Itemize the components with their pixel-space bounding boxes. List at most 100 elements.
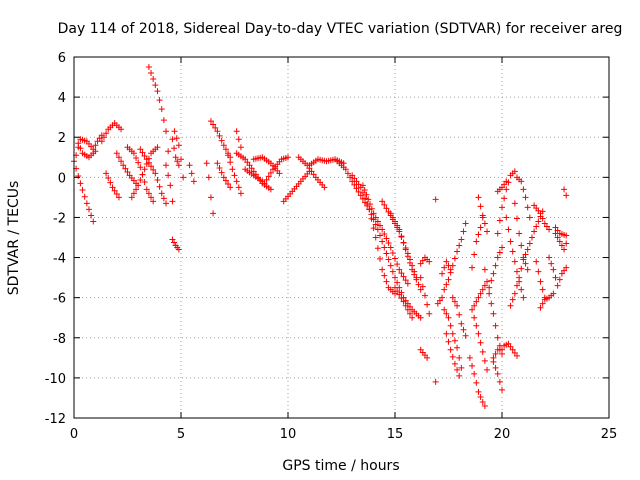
x-tick-label: 25 bbox=[601, 427, 618, 442]
data-point bbox=[233, 128, 240, 135]
plot-frame bbox=[73, 56, 610, 419]
data-point bbox=[563, 192, 570, 199]
data-point bbox=[492, 322, 499, 329]
data-point bbox=[439, 294, 446, 301]
grid bbox=[74, 57, 609, 418]
series-track bbox=[533, 258, 548, 301]
data-point bbox=[216, 164, 223, 171]
data-point bbox=[244, 159, 251, 166]
data-point bbox=[344, 170, 351, 177]
data-point bbox=[387, 262, 394, 269]
data-point bbox=[518, 286, 525, 293]
data-point bbox=[203, 160, 210, 167]
data-point bbox=[492, 262, 499, 269]
data-point bbox=[481, 220, 488, 227]
data-point bbox=[552, 274, 559, 281]
data-point bbox=[417, 260, 424, 267]
series-track bbox=[169, 136, 182, 169]
data-point bbox=[460, 326, 467, 333]
data-point bbox=[210, 210, 217, 217]
data-point bbox=[115, 194, 122, 201]
data-point bbox=[79, 187, 86, 194]
data-point bbox=[165, 172, 172, 179]
data-point bbox=[122, 165, 129, 172]
data-point bbox=[400, 273, 407, 280]
data-point bbox=[133, 154, 140, 161]
series-track bbox=[439, 258, 454, 277]
series-track bbox=[392, 284, 416, 321]
data-point bbox=[359, 182, 366, 189]
data-point bbox=[160, 117, 167, 124]
data-point bbox=[105, 175, 112, 182]
series-track bbox=[432, 196, 439, 203]
data-point bbox=[488, 277, 495, 284]
data-point bbox=[481, 282, 488, 289]
data-point bbox=[558, 270, 565, 277]
x-tick-label: 0 bbox=[70, 427, 78, 442]
data-point bbox=[372, 214, 379, 221]
data-point bbox=[404, 253, 411, 260]
data-point bbox=[548, 260, 555, 267]
data-point bbox=[507, 302, 514, 309]
data-point bbox=[173, 135, 180, 142]
data-point bbox=[396, 266, 403, 273]
data-point bbox=[148, 194, 155, 201]
data-point bbox=[214, 128, 221, 135]
data-point bbox=[475, 388, 482, 395]
series-track bbox=[441, 306, 465, 371]
data-point bbox=[175, 246, 182, 253]
data-point bbox=[451, 255, 458, 262]
data-point bbox=[120, 162, 127, 169]
data-point bbox=[441, 264, 448, 271]
data-point bbox=[265, 173, 272, 180]
data-point bbox=[400, 239, 407, 246]
data-point bbox=[321, 184, 328, 191]
data-point bbox=[471, 302, 478, 309]
data-point bbox=[389, 250, 396, 257]
data-point bbox=[436, 297, 443, 304]
data-point bbox=[471, 314, 478, 321]
data-point bbox=[443, 330, 450, 337]
data-point bbox=[351, 175, 358, 182]
data-point bbox=[118, 126, 125, 133]
series-track bbox=[295, 154, 328, 191]
series-track bbox=[207, 118, 234, 161]
data-point bbox=[383, 250, 390, 257]
data-point bbox=[434, 300, 441, 307]
data-point bbox=[377, 222, 384, 229]
series-track bbox=[443, 330, 463, 379]
data-point bbox=[550, 290, 557, 297]
data-point bbox=[172, 154, 179, 161]
series-track bbox=[531, 202, 553, 233]
data-point bbox=[246, 162, 253, 169]
data-point bbox=[362, 195, 369, 202]
data-point bbox=[169, 198, 176, 205]
data-point bbox=[484, 228, 491, 235]
data-point bbox=[443, 310, 450, 317]
data-point bbox=[454, 302, 461, 309]
data-point bbox=[473, 298, 480, 305]
data-point bbox=[492, 350, 499, 357]
data-point bbox=[349, 172, 356, 179]
data-point bbox=[449, 330, 456, 337]
series-track bbox=[145, 64, 172, 155]
data-point bbox=[374, 245, 381, 252]
data-point bbox=[447, 322, 454, 329]
data-point bbox=[533, 223, 540, 230]
data-point bbox=[174, 158, 181, 165]
data-point bbox=[479, 212, 486, 219]
data-point bbox=[511, 258, 518, 265]
series-track bbox=[501, 340, 520, 359]
data-point bbox=[494, 254, 501, 261]
data-point bbox=[563, 264, 570, 271]
data-point bbox=[370, 210, 377, 217]
data-point bbox=[207, 118, 214, 125]
data-point bbox=[550, 266, 557, 273]
data-point bbox=[248, 165, 255, 172]
data-point bbox=[524, 266, 531, 273]
y-tick-label: -8 bbox=[53, 332, 66, 347]
data-point bbox=[558, 242, 565, 249]
data-point bbox=[499, 204, 505, 211]
data-point bbox=[186, 162, 193, 169]
series-track bbox=[225, 152, 244, 197]
